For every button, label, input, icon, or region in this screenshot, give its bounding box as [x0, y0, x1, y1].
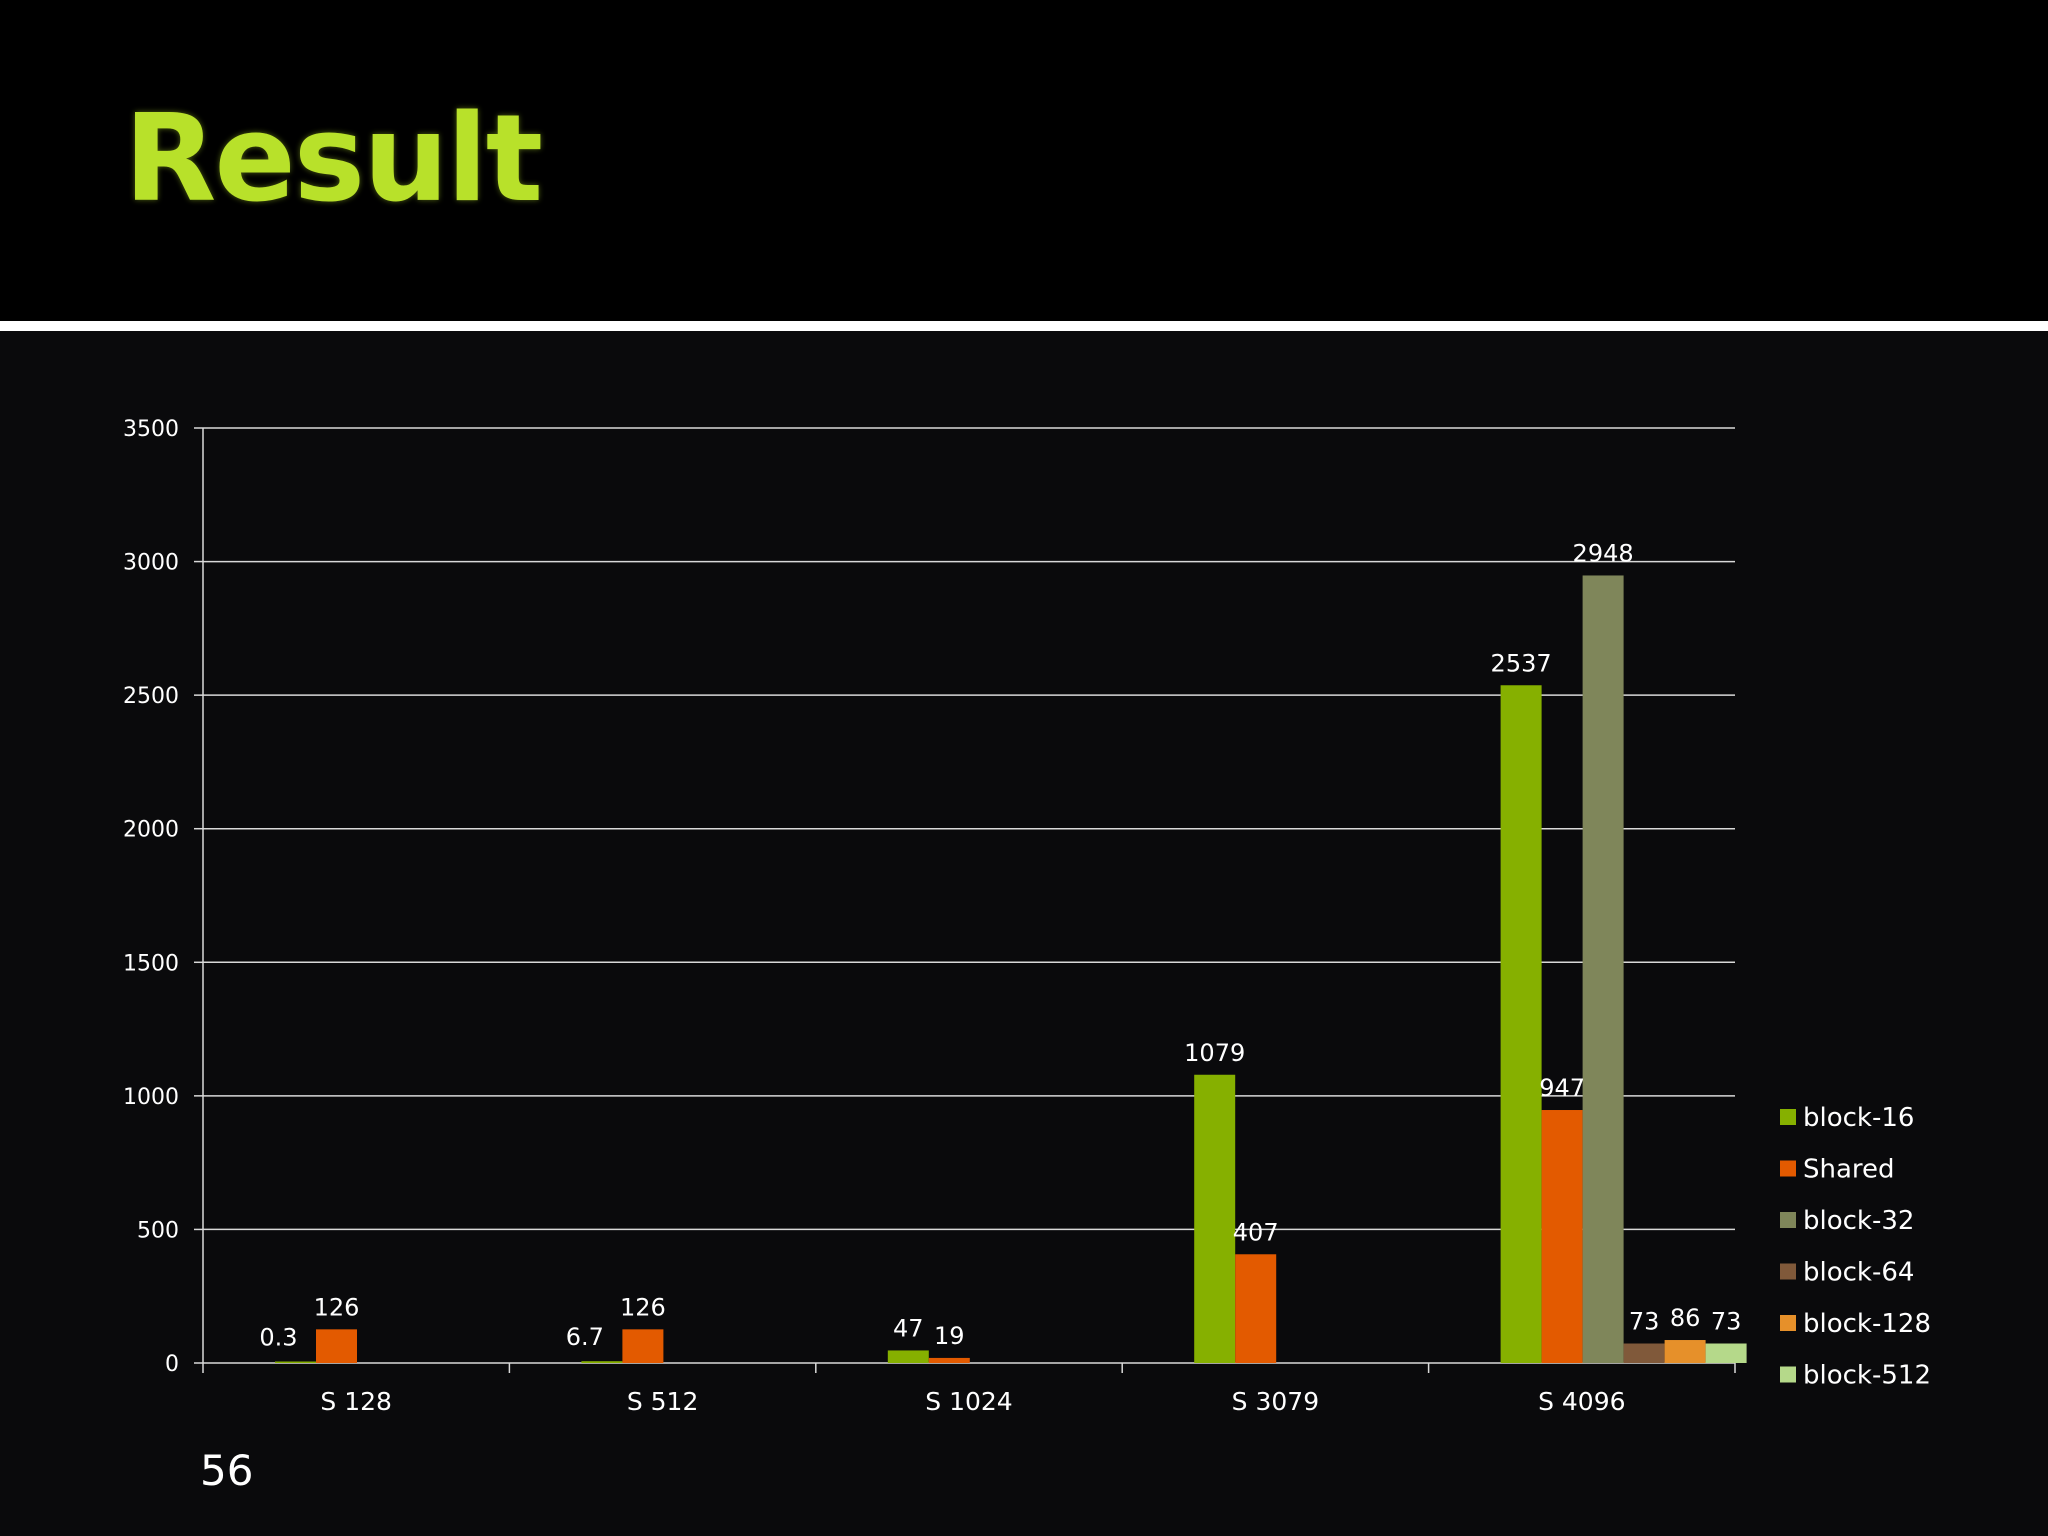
bar-block-16 — [1194, 1074, 1236, 1363]
bar-shared — [928, 1357, 970, 1363]
title-bar: Result — [0, 0, 2048, 321]
data-label: 407 — [1233, 1218, 1279, 1246]
bar-shared — [316, 1329, 357, 1363]
data-label: 47 — [893, 1314, 924, 1342]
y-tick-label: 2000 — [123, 818, 179, 843]
legend-label: block-128 — [1803, 1309, 1931, 1339]
legend-label: block-32 — [1803, 1206, 1914, 1236]
legend-swatch — [1780, 1212, 1796, 1228]
data-label: 2948 — [1573, 539, 1634, 567]
legend-swatch — [1780, 1160, 1796, 1177]
data-label: 2537 — [1491, 649, 1552, 677]
legend: block-16 Shared block-32 block-64 block-128 b… — [1780, 1103, 1931, 1391]
bar-block-128 — [1664, 1340, 1706, 1363]
bar-block-16 — [887, 1350, 929, 1363]
page-number: 56 — [200, 1446, 254, 1495]
legend-label: Shared — [1803, 1155, 1895, 1185]
y-tick-label: 1500 — [123, 951, 179, 976]
legend-label: block-64 — [1803, 1258, 1914, 1288]
data-label: 73 — [1629, 1307, 1660, 1335]
legend-label: block-512 — [1803, 1361, 1931, 1391]
y-tick-label: 2500 — [123, 684, 179, 709]
header-divider — [0, 321, 2048, 331]
data-label: 19 — [934, 1322, 965, 1350]
bar-block-16 — [275, 1361, 316, 1363]
data-label: 86 — [1670, 1304, 1701, 1332]
y-tick-label: 0 — [165, 1352, 179, 1377]
axes: 0 500 1000 1500 2000 2500 3000 3500 S 128 S 512 S … — [123, 417, 1736, 1416]
y-tick-label: 500 — [137, 1218, 179, 1243]
data-label: 0.3 — [259, 1324, 297, 1352]
x-category-label: S 3079 — [1232, 1387, 1319, 1416]
bar-shared — [1541, 1110, 1583, 1363]
bar-block-16 — [581, 1361, 623, 1363]
legend-swatch — [1780, 1109, 1796, 1125]
legend-label: block-16 — [1803, 1103, 1914, 1133]
data-label: 1079 — [1184, 1039, 1245, 1067]
legend-swatch — [1780, 1366, 1796, 1383]
y-tick-label: 1000 — [123, 1085, 179, 1110]
x-category-label: S 4096 — [1538, 1387, 1625, 1416]
slide-title: Result — [124, 90, 543, 229]
bar-block-512 — [1705, 1343, 1747, 1363]
legend-swatch — [1780, 1263, 1796, 1280]
y-tick-label: 3000 — [123, 551, 179, 576]
x-category-label: S 1024 — [925, 1387, 1012, 1416]
data-label: 947 — [1539, 1074, 1585, 1102]
data-label: 73 — [1711, 1307, 1742, 1335]
data-label: 126 — [620, 1293, 666, 1321]
data-labels: 0.3 126 6.7 126 47 19 1079 407 2537 947 2948 73 86 73 — [259, 539, 1741, 1351]
bar-shared — [622, 1329, 664, 1363]
x-category-label: S 128 — [320, 1387, 392, 1416]
bar-block-64 — [1623, 1343, 1665, 1363]
bar-block-32 — [1582, 575, 1624, 1363]
data-label: 6.7 — [566, 1323, 604, 1351]
x-category-label: S 512 — [627, 1387, 699, 1416]
y-tick-label: 3500 — [123, 417, 179, 442]
bar-shared — [1235, 1254, 1277, 1363]
data-label: 126 — [314, 1293, 360, 1321]
bars — [275, 575, 1747, 1363]
bar-chart: 0 500 1000 1500 2000 2500 3000 3500 S 128 S 512 S … — [123, 417, 1931, 1416]
gridlines — [203, 427, 1735, 1231]
legend-swatch — [1780, 1315, 1796, 1331]
bar-block-16 — [1500, 685, 1542, 1363]
